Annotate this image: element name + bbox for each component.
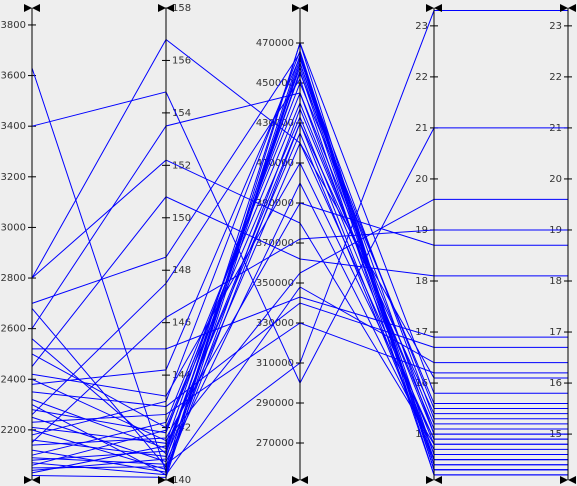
filter-handle [32,476,40,484]
y-tick-label: 470000 [256,38,294,49]
y-tick-label: 18 [415,276,428,287]
y-tick-label: 450000 [256,78,294,89]
filter-handle [158,4,166,12]
filter-handle [426,4,434,12]
filter-handle [434,4,442,12]
y-tick-label: 16 [415,378,428,389]
filter-handle [292,476,300,484]
y-tick-label: 22 [549,72,562,83]
y-tick-label: 148 [172,265,191,276]
y-tick-label: 17 [415,327,428,338]
filter-handle [560,4,568,12]
y-tick-label: 350000 [256,278,294,289]
filter-handle [292,4,300,12]
filter-handle [166,4,174,12]
y-tick-label: 152 [172,160,191,171]
y-tick-label: 390000 [256,198,294,209]
y-tick-label: 140 [172,475,191,486]
filter-handle [166,476,174,484]
y-tick-label: 2800 [1,273,26,284]
y-tick-label: 310000 [256,358,294,369]
y-tick-label: 146 [172,318,191,329]
filter-handle [300,476,308,484]
y-tick-label: 330000 [256,318,294,329]
filter-handle [568,476,576,484]
y-tick-label: 3400 [1,121,26,132]
y-tick-label: 20 [415,174,428,185]
y-tick-label: 17 [549,327,562,338]
y-tick-label: 3200 [1,172,26,183]
y-tick-label: 154 [172,108,191,119]
y-tick-label: 270000 [256,438,294,449]
y-tick-label: 2200 [1,425,26,436]
y-tick-label: 23 [415,21,428,32]
y-tick-label: 3600 [1,71,26,82]
y-tick-label: 2400 [1,374,26,385]
y-tick-label: 3800 [1,20,26,31]
filter-handle [24,4,32,12]
y-tick-label: 21 [415,123,428,134]
filter-handle [24,476,32,484]
filter-handle [32,4,40,12]
y-tick-label: 2600 [1,324,26,335]
y-tick-label: 3000 [1,222,26,233]
y-tick-label: 23 [549,21,562,32]
y-tick-label: 370000 [256,238,294,249]
y-tick-label: 18 [549,276,562,287]
y-tick-label: 15 [415,429,428,440]
y-tick-label: 290000 [256,398,294,409]
y-tick-label: 150 [172,213,191,224]
y-tick-label: 20 [549,174,562,185]
filter-handle [158,476,166,484]
filter-handle [300,4,308,12]
y-tick-label: 22 [415,72,428,83]
y-tick-label: 158 [172,3,191,14]
filter-handle [426,476,434,484]
filter-handle [560,476,568,484]
filter-handle [568,4,576,12]
y-tick-label: 16 [549,378,562,389]
y-tick-label: 144 [172,370,191,381]
y-tick-label: 156 [172,55,191,66]
filter-handle [434,476,442,484]
